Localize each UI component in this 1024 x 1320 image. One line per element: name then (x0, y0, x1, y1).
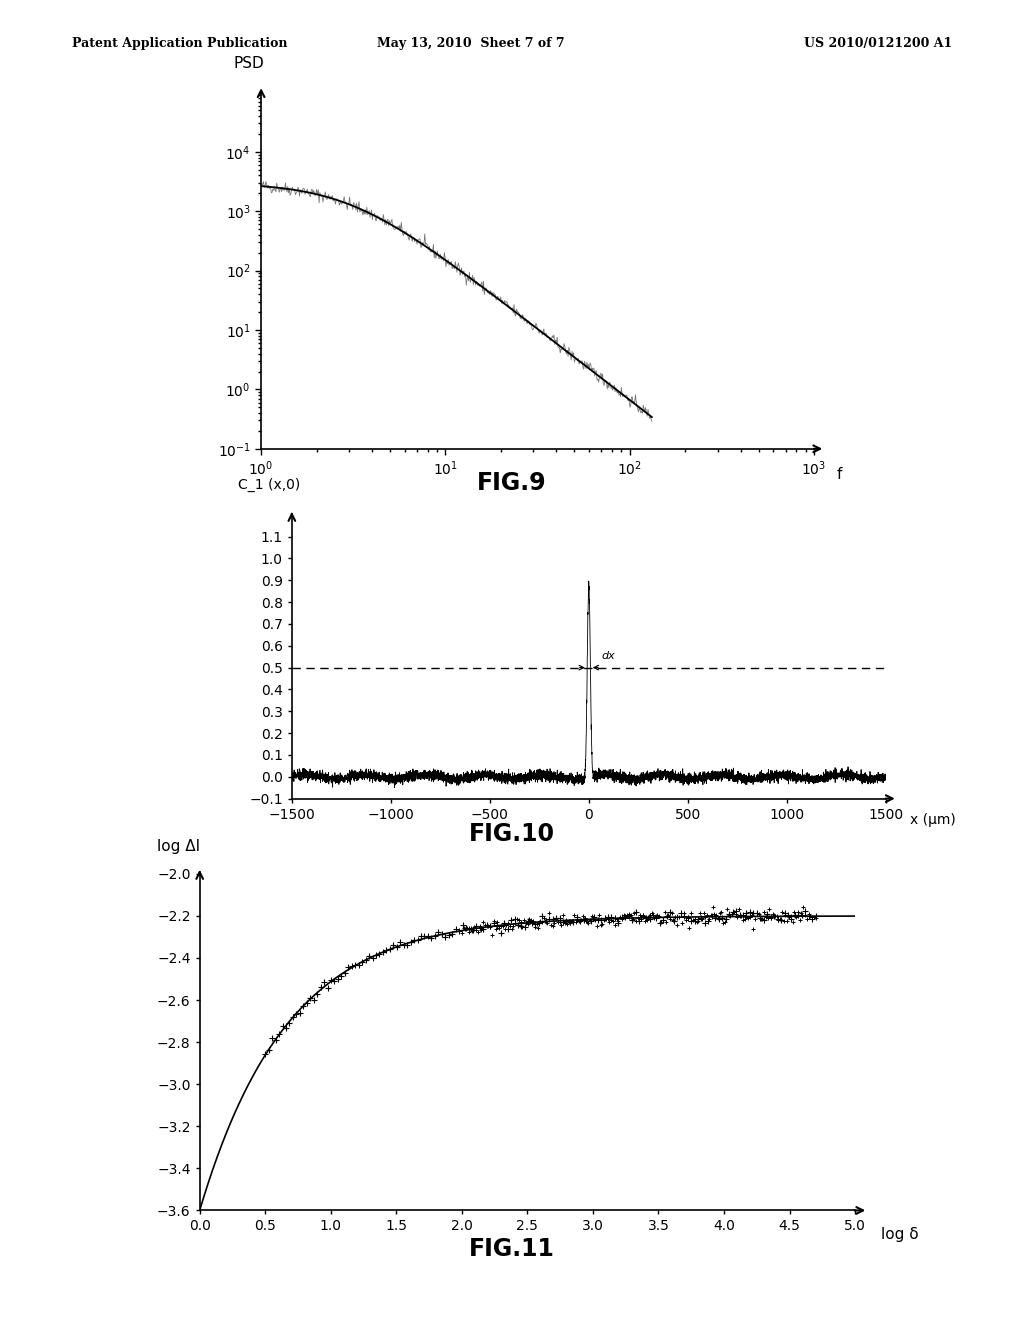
Text: US 2010/0121200 A1: US 2010/0121200 A1 (804, 37, 952, 50)
Text: C_1 (x,0): C_1 (x,0) (239, 478, 301, 492)
Text: FIG.9: FIG.9 (477, 471, 547, 495)
Text: dx: dx (602, 651, 615, 661)
Text: x (μm): x (μm) (909, 813, 955, 826)
Text: PSD: PSD (233, 55, 264, 71)
Text: Patent Application Publication: Patent Application Publication (72, 37, 287, 50)
Text: f: f (837, 467, 842, 482)
Text: FIG.10: FIG.10 (469, 822, 555, 846)
Text: FIG.11: FIG.11 (469, 1237, 555, 1261)
Text: log δ: log δ (882, 1228, 919, 1242)
Text: log ΔI: log ΔI (157, 838, 201, 854)
Text: May 13, 2010  Sheet 7 of 7: May 13, 2010 Sheet 7 of 7 (377, 37, 565, 50)
